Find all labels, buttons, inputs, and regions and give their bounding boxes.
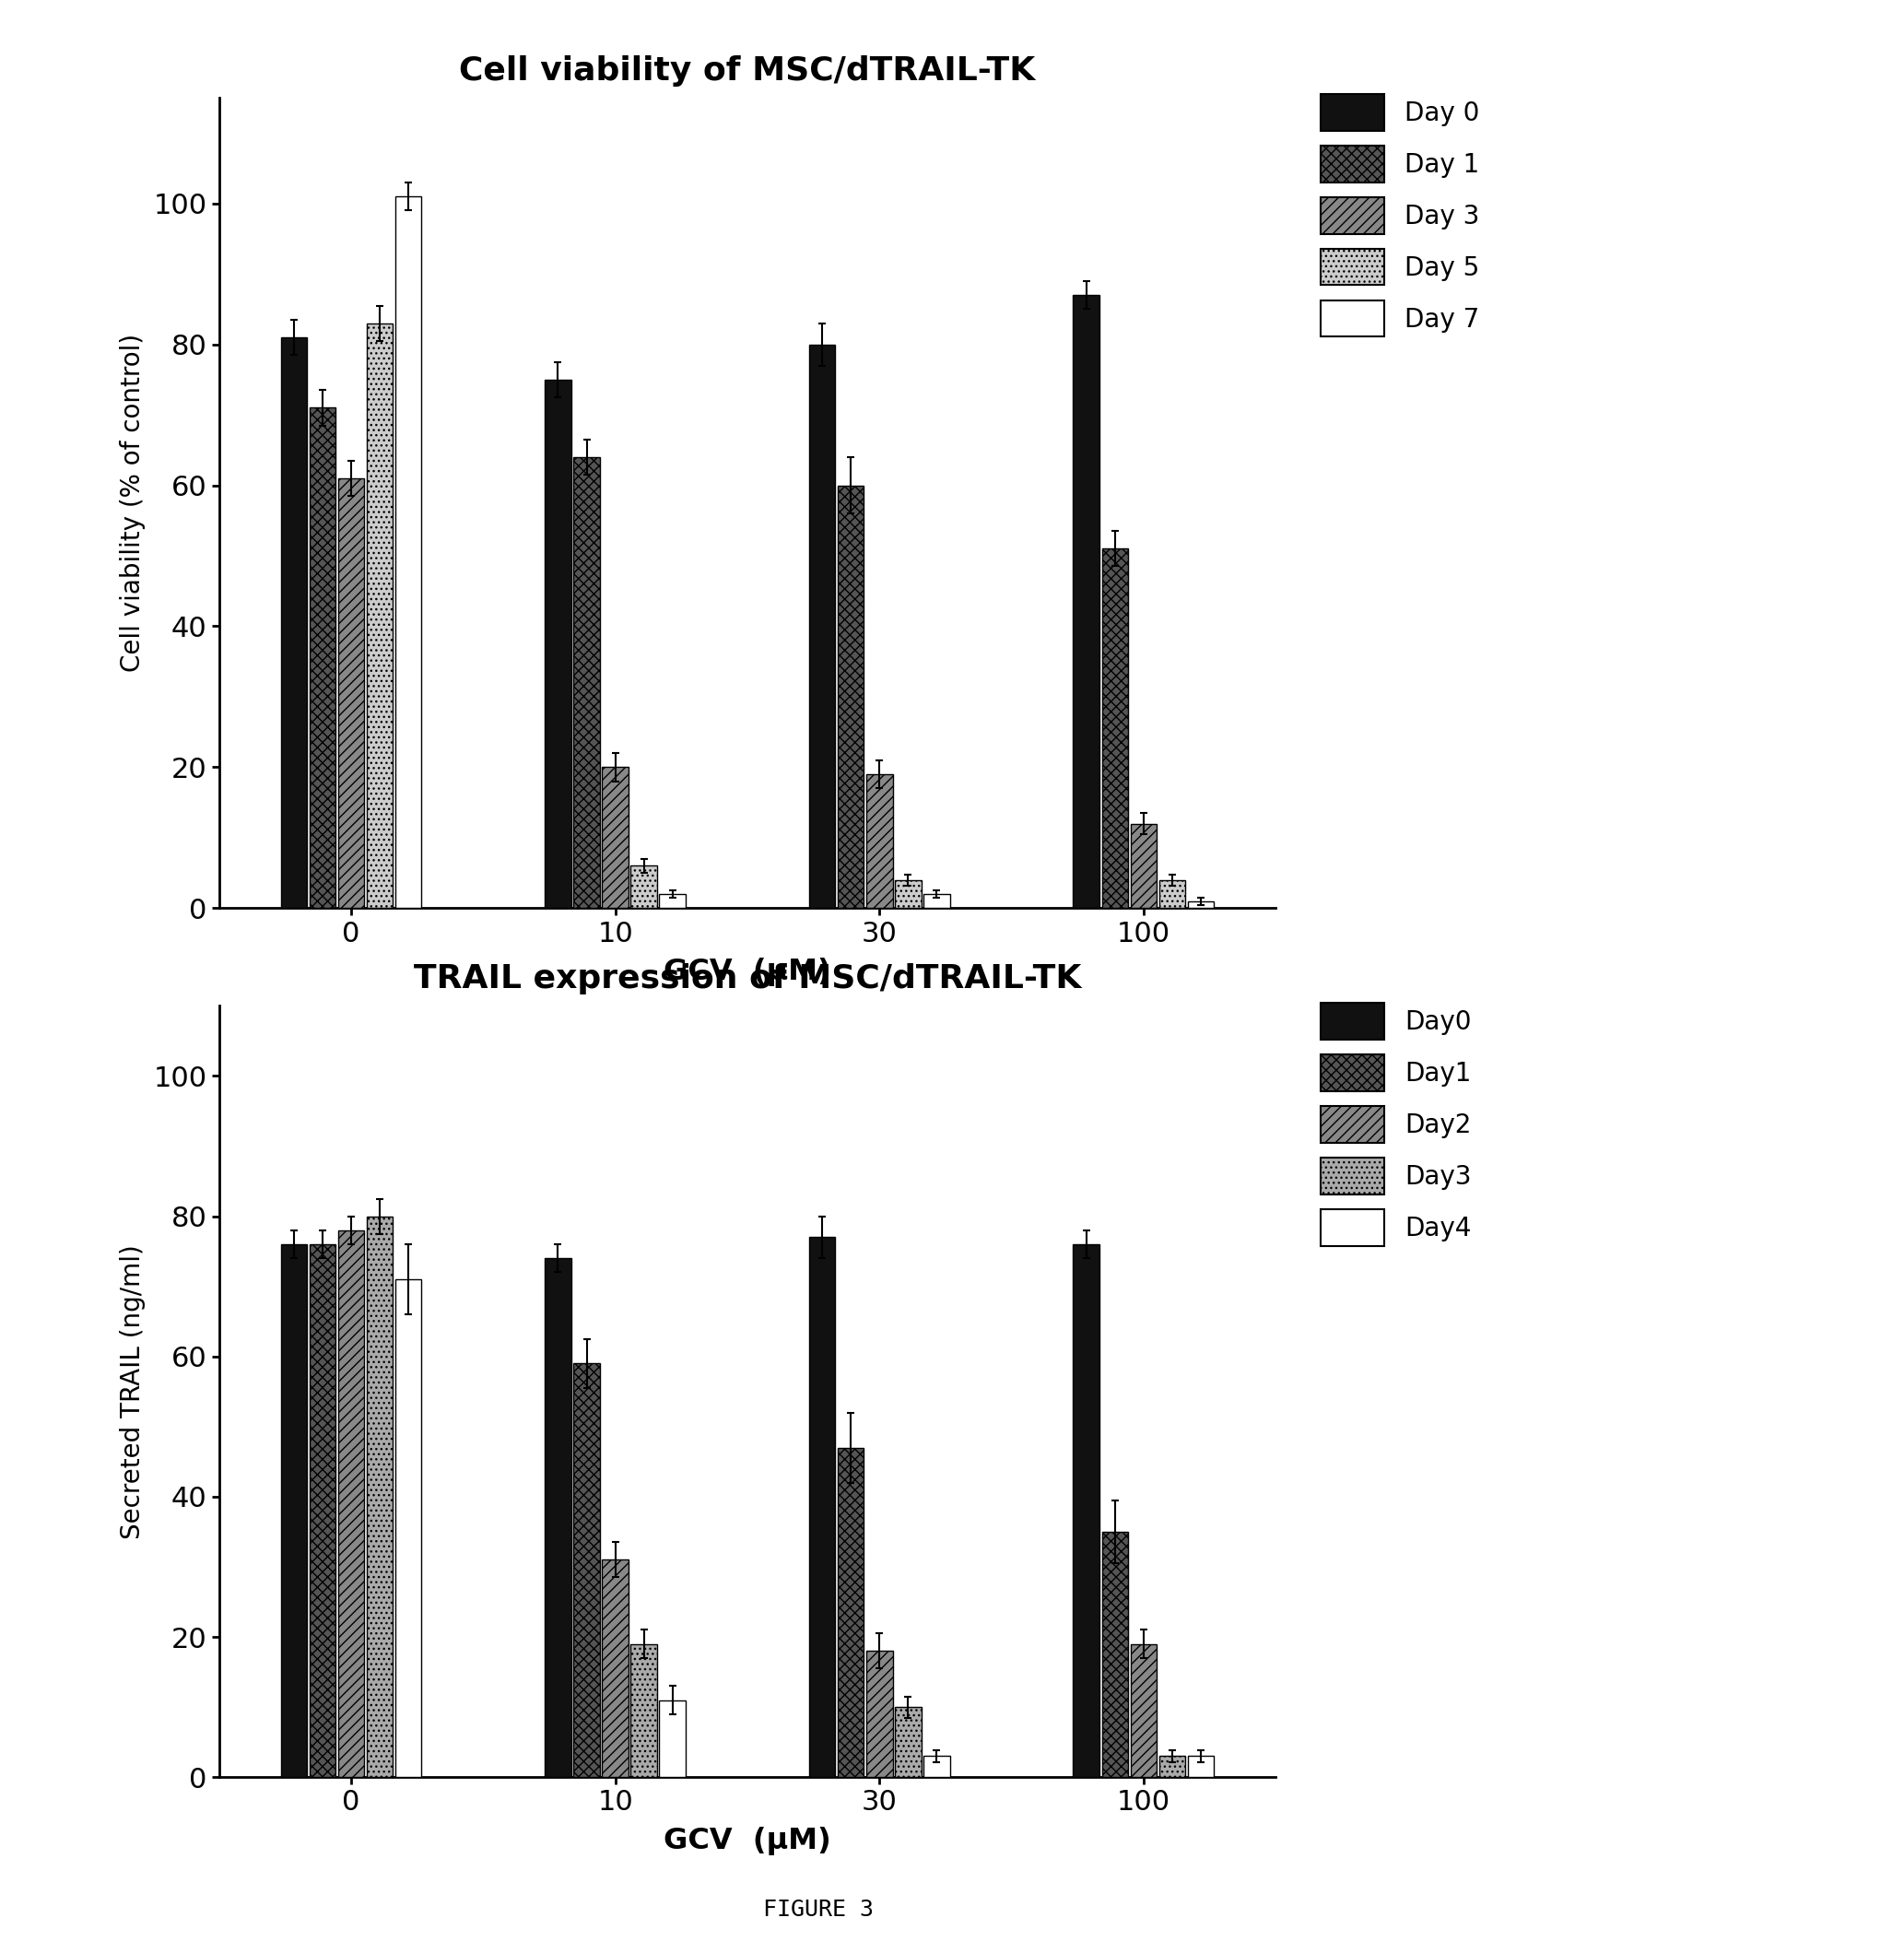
Bar: [630, 865, 657, 908]
Bar: [602, 1560, 628, 1777]
Bar: [396, 197, 421, 908]
Legend: Day 0, Day 1, Day 3, Day 5, Day 7: Day 0, Day 1, Day 3, Day 5, Day 7: [1319, 94, 1479, 336]
Bar: [1102, 1531, 1129, 1777]
Bar: [809, 344, 836, 908]
Bar: [545, 379, 571, 908]
Title: Cell viability of MSC/dTRAIL-TK: Cell viability of MSC/dTRAIL-TK: [459, 55, 1036, 86]
Legend: Day0, Day1, Day2, Day3, Day4: Day0, Day1, Day2, Day3, Day4: [1319, 1004, 1472, 1246]
Bar: [659, 894, 685, 908]
Bar: [1074, 1244, 1099, 1777]
Y-axis label: Cell viability (% of control): Cell viability (% of control): [120, 334, 145, 672]
Bar: [1160, 1756, 1186, 1777]
Bar: [337, 1230, 364, 1777]
Bar: [308, 1244, 335, 1777]
Bar: [630, 1644, 657, 1777]
Bar: [866, 773, 893, 908]
Bar: [396, 1279, 421, 1777]
Bar: [895, 1707, 922, 1777]
Bar: [838, 484, 864, 908]
Bar: [1102, 549, 1129, 908]
Bar: [1188, 1756, 1215, 1777]
Bar: [573, 457, 600, 908]
Bar: [366, 322, 392, 908]
Bar: [866, 1650, 893, 1777]
Bar: [280, 338, 307, 908]
X-axis label: GCV  (μM): GCV (μM): [664, 957, 830, 986]
Bar: [366, 1217, 392, 1777]
Bar: [1131, 1644, 1158, 1777]
Bar: [280, 1244, 307, 1777]
Title: TRAIL expression of MSC/dTRAIL-TK: TRAIL expression of MSC/dTRAIL-TK: [413, 963, 1081, 994]
Bar: [337, 478, 364, 908]
Bar: [809, 1238, 836, 1777]
Text: FIGURE 3: FIGURE 3: [764, 1898, 874, 1922]
Bar: [1188, 900, 1215, 908]
Bar: [1074, 295, 1099, 908]
Bar: [602, 768, 628, 908]
Bar: [923, 894, 950, 908]
Bar: [308, 408, 335, 908]
Y-axis label: Secreted TRAIL (ng/ml): Secreted TRAIL (ng/ml): [120, 1244, 145, 1539]
Bar: [1131, 824, 1158, 908]
Bar: [923, 1756, 950, 1777]
Bar: [895, 881, 922, 908]
Bar: [659, 1699, 685, 1777]
Bar: [838, 1447, 864, 1777]
Bar: [545, 1258, 571, 1777]
Bar: [573, 1363, 600, 1777]
X-axis label: GCV  (μM): GCV (μM): [664, 1826, 830, 1855]
Bar: [1160, 881, 1186, 908]
